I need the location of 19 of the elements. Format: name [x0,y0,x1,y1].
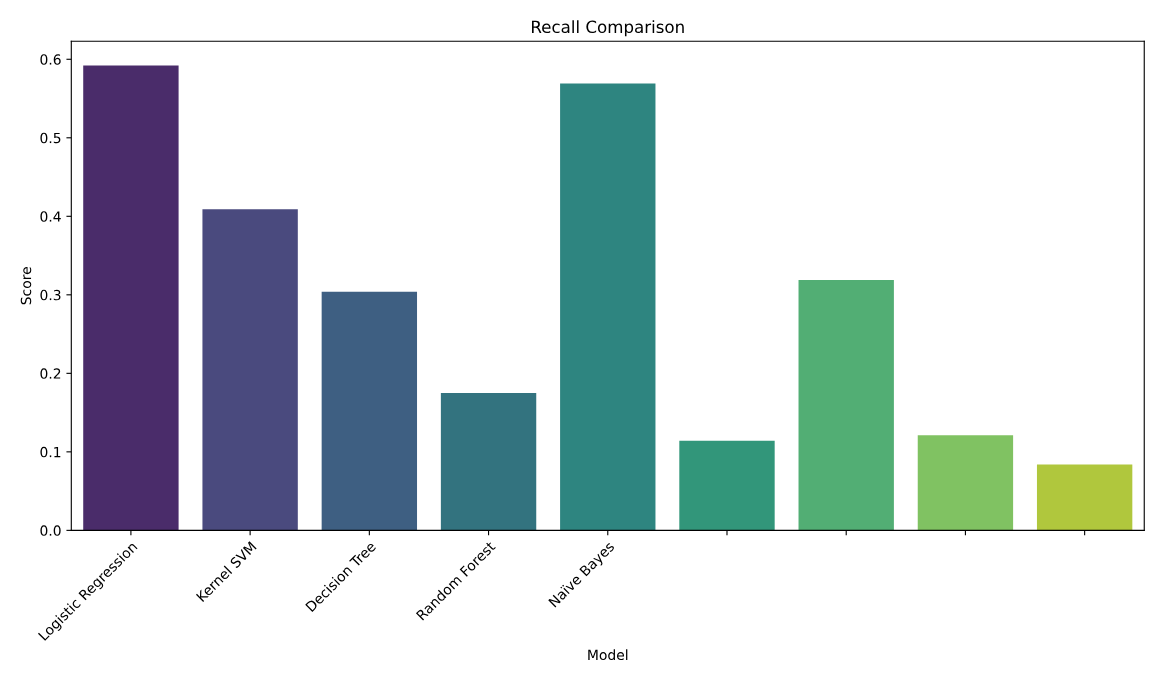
y-tick-label: 0.5 [40,132,61,144]
y-tick-label: 0.4 [40,211,61,222]
y-tick-label: 0.2 [40,368,61,379]
x-axis-title: Model [588,649,628,661]
bar [1036,464,1133,531]
bar [917,435,1014,531]
bar [798,279,894,531]
chart-title: Recall Comparison [532,20,684,37]
bar [202,209,298,531]
y-tick-label: 0.0 [40,525,61,536]
bar [321,291,418,531]
bar [83,65,179,531]
y-tick-label: 0.3 [40,289,61,301]
y-axis-title: Score [20,267,32,305]
bar [440,392,537,531]
bar [560,83,656,531]
y-tick-label: 0.1 [40,446,61,458]
y-tick-label: 0.6 [40,54,61,65]
bar [679,440,775,531]
